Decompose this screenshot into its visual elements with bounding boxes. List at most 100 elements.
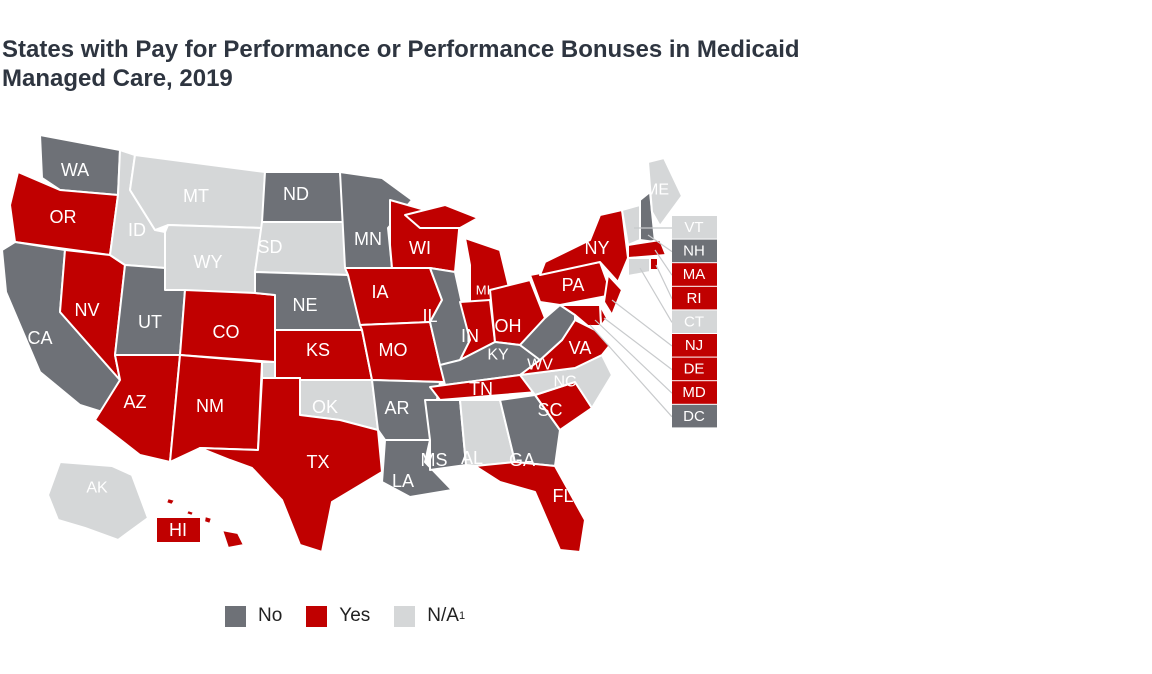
state-label-nd: ND bbox=[283, 184, 309, 204]
state-ms bbox=[424, 399, 467, 471]
state-ga bbox=[499, 394, 561, 467]
page-title: States with Pay for Performance or Perfo… bbox=[2, 36, 800, 92]
state-label-ia: IA bbox=[371, 282, 388, 302]
state-shape bbox=[474, 461, 586, 553]
footnote-marker: 1 bbox=[458, 610, 466, 622]
state-label-tn: TN bbox=[469, 379, 493, 399]
state-label-ok: OK bbox=[312, 397, 338, 417]
state-label-nc: NC bbox=[553, 374, 576, 391]
state-label-ga: GA bbox=[509, 450, 535, 470]
state-label-ca: CA bbox=[27, 328, 52, 348]
state-label-mt: MT bbox=[183, 186, 209, 206]
state-shape bbox=[647, 157, 683, 227]
legend-swatch-no bbox=[225, 605, 246, 627]
callout-box-ri bbox=[672, 286, 717, 310]
state-label-wa: WA bbox=[61, 160, 89, 180]
state-label-wy: WY bbox=[194, 252, 223, 272]
state-label-id: ID bbox=[128, 220, 146, 240]
state-ma bbox=[627, 239, 667, 259]
leader-line bbox=[611, 299, 673, 347]
state-label-ks: KS bbox=[306, 340, 330, 360]
state-label-ak: AK bbox=[86, 480, 108, 497]
callout-box-ma bbox=[672, 263, 717, 286]
callout-box-dc bbox=[672, 404, 717, 428]
callout-box-vt bbox=[672, 216, 717, 239]
state-shape bbox=[603, 274, 623, 316]
state-label-wi: WI bbox=[409, 238, 431, 258]
state-nj bbox=[603, 274, 623, 316]
state-wv bbox=[519, 304, 576, 361]
state-shape bbox=[203, 515, 213, 525]
callout-box-de bbox=[672, 357, 717, 381]
state-label-mo: MO bbox=[379, 340, 408, 360]
state-label-box-hi bbox=[157, 518, 200, 542]
callout-box-nj bbox=[672, 334, 717, 357]
leader-line bbox=[655, 264, 673, 300]
state-hi bbox=[165, 497, 245, 549]
state-label-il: IL bbox=[422, 306, 437, 326]
callout-label-dc: DC bbox=[683, 408, 705, 425]
state-label-in: IN bbox=[461, 326, 479, 346]
state-ri bbox=[649, 257, 659, 271]
state-label-oh: OH bbox=[495, 316, 522, 336]
state-label-ne: NE bbox=[292, 295, 317, 315]
legend-item-no: No bbox=[225, 605, 282, 627]
state-shape bbox=[185, 509, 195, 517]
callout-label-nj: NJ bbox=[685, 337, 703, 354]
legend-label: No bbox=[258, 605, 283, 626]
legend-item-yes: Yes bbox=[306, 605, 370, 627]
state-ak bbox=[47, 461, 149, 541]
state-shape bbox=[559, 304, 602, 327]
callout-box-md bbox=[672, 381, 717, 404]
state-label-wv: WV bbox=[527, 357, 553, 374]
callout-label-ma: MA bbox=[683, 266, 706, 283]
state-label-co: CO bbox=[213, 322, 240, 342]
state-me bbox=[647, 157, 683, 227]
legend: No Yes N/A 1 bbox=[225, 605, 489, 627]
callout-label-ct: CT bbox=[684, 313, 704, 330]
leader-line bbox=[594, 319, 673, 394]
state-label-va: VA bbox=[569, 338, 592, 358]
leader-line bbox=[639, 267, 673, 323]
callout-label-ri: RI bbox=[687, 290, 702, 307]
state-fl bbox=[474, 461, 586, 553]
state-label-ny: NY bbox=[584, 238, 609, 258]
state-label-ar: AR bbox=[384, 398, 409, 418]
state-label-ky: KY bbox=[487, 347, 509, 364]
leader-line bbox=[589, 324, 673, 418]
state-label-tx: TX bbox=[306, 452, 329, 472]
state-shape bbox=[627, 239, 667, 259]
legend-item-na: N/A 1 bbox=[394, 605, 465, 627]
state-shape bbox=[499, 394, 561, 467]
state-label-la: LA bbox=[392, 471, 414, 491]
state-shape bbox=[627, 257, 651, 277]
state-shape bbox=[519, 304, 576, 361]
state-label-hi: HI bbox=[169, 520, 187, 540]
state-label-nv: NV bbox=[74, 300, 99, 320]
state-shape bbox=[424, 399, 467, 471]
state-label-mn: MN bbox=[354, 229, 382, 249]
state-label-nm: NM bbox=[196, 396, 224, 416]
state-shape bbox=[649, 257, 659, 271]
callout-label-nh: NH bbox=[683, 243, 705, 260]
leader-line bbox=[654, 249, 673, 276]
callout-box-ct bbox=[672, 310, 717, 333]
state-shape bbox=[199, 377, 383, 553]
leader-line bbox=[647, 234, 673, 253]
state-shape bbox=[165, 497, 176, 506]
legend-label: N/A bbox=[427, 605, 459, 626]
callout-label-vt: VT bbox=[684, 219, 703, 236]
state-md bbox=[559, 304, 602, 327]
state-label-mi: MI bbox=[476, 283, 490, 298]
state-label-or: OR bbox=[50, 207, 77, 227]
state-label-ut: UT bbox=[138, 312, 162, 332]
state-label-ms: MS bbox=[421, 450, 448, 470]
state-tx bbox=[199, 377, 383, 553]
state-label-pa: PA bbox=[562, 275, 585, 295]
state-shape bbox=[404, 204, 479, 229]
callout-label-de: DE bbox=[684, 361, 705, 378]
legend-swatch-yes bbox=[306, 605, 328, 627]
leader-line bbox=[603, 317, 673, 371]
